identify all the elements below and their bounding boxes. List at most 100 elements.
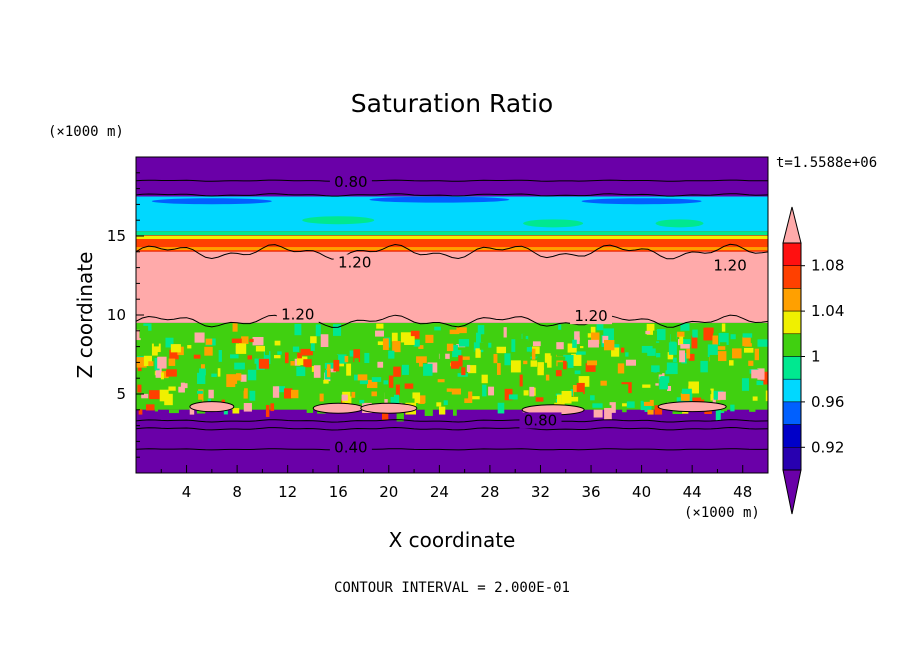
contour-1.20-lower xyxy=(136,314,768,328)
mixing-cell xyxy=(375,330,384,337)
mixing-cell xyxy=(587,326,596,338)
mixing-cell xyxy=(476,332,481,344)
cloud-cyan-6 xyxy=(735,210,768,225)
mixing-cell xyxy=(270,403,275,412)
mixing-cell xyxy=(438,406,446,415)
mixing-cell xyxy=(728,360,734,366)
mixing-cell xyxy=(593,409,603,418)
colorbar-swatch xyxy=(782,310,802,335)
mixing-cell xyxy=(290,389,299,399)
mixing-cell xyxy=(458,339,470,347)
mixing-cell xyxy=(642,384,651,388)
mixing-cell xyxy=(538,329,549,335)
mixing-cell xyxy=(341,394,348,401)
mixing-cell xyxy=(344,355,349,363)
mixing-cell xyxy=(230,354,239,359)
mixing-cell xyxy=(621,326,627,331)
mixing-cell xyxy=(331,354,339,361)
mixing-cell xyxy=(208,389,214,399)
mixing-cell xyxy=(456,327,467,334)
mixing-cell xyxy=(211,373,217,377)
mixing-cell xyxy=(705,327,714,334)
mixing-cell xyxy=(643,392,650,402)
mixing-cell xyxy=(742,333,753,338)
mixing-cell xyxy=(523,390,529,396)
mixing-cell xyxy=(400,332,411,343)
mixing-cell xyxy=(602,335,609,344)
mixing-cell xyxy=(688,353,695,361)
mixing-cell xyxy=(333,324,342,336)
mixing-cell xyxy=(531,346,540,354)
mixing-cell xyxy=(741,378,749,391)
mixing-cell xyxy=(477,325,485,335)
strip-orange xyxy=(136,247,768,251)
chart-title: Saturation Ratio xyxy=(351,89,553,118)
contour-label-bg xyxy=(329,439,372,456)
mixing-cell xyxy=(253,363,257,375)
contour-label: 1.20 xyxy=(574,307,607,325)
mixing-cell xyxy=(688,381,699,394)
mixing-cell xyxy=(157,352,165,357)
mixing-cell xyxy=(440,371,449,382)
mixing-cell xyxy=(472,381,482,390)
mixing-cell xyxy=(625,352,629,357)
mixing-cell xyxy=(235,383,245,391)
mixing-cell xyxy=(137,384,142,393)
mixing-cell xyxy=(236,373,242,381)
mixing-cell xyxy=(468,365,477,374)
mixing-cell xyxy=(235,343,247,354)
mixing-cell xyxy=(647,409,654,415)
mixing-cell xyxy=(449,329,460,335)
mixing-cell xyxy=(136,329,141,341)
mixing-cell xyxy=(692,329,698,338)
mixing-cell xyxy=(332,394,342,407)
x-unit-label: (×1000 m) xyxy=(684,505,760,521)
mixing-cell xyxy=(496,346,507,354)
field-band-1 xyxy=(136,180,768,197)
x-tick-label: 24 xyxy=(430,483,449,501)
mixing-cell xyxy=(232,408,240,414)
colorbar-bottom-arrow xyxy=(782,469,802,515)
mixing-cell xyxy=(258,358,270,369)
mixing-cell xyxy=(215,396,223,404)
mixing-cell xyxy=(434,326,441,331)
mixing-cell xyxy=(446,343,454,352)
mixing-cell xyxy=(572,339,577,348)
mixing-cell xyxy=(612,386,619,393)
mixing-cell xyxy=(399,326,411,338)
contour-label: 1.20 xyxy=(338,253,371,271)
cloud-blue-1 xyxy=(369,196,510,203)
contour-labels: 0.80 1.20 1.20 1.20 1.20 0.80 0.40 xyxy=(276,173,752,456)
mixing-cell xyxy=(283,388,293,399)
mixing-cell xyxy=(148,390,160,400)
colorbar-swatch xyxy=(782,356,802,380)
mixing-cell xyxy=(622,406,627,413)
mixing-cell xyxy=(388,375,394,388)
mixing-cell xyxy=(184,377,193,384)
mixing-cell xyxy=(588,339,599,348)
mixing-cell xyxy=(354,358,359,368)
mixing-cell xyxy=(464,391,473,404)
mixing-cell xyxy=(745,401,752,407)
mixing-cell xyxy=(290,361,295,366)
mixing-cell xyxy=(463,387,469,399)
contour-0.80-upper xyxy=(136,179,768,182)
contour-0.60 xyxy=(136,426,768,431)
mixing-cell xyxy=(320,334,329,348)
mixing-cell xyxy=(165,337,174,348)
mixing-cell xyxy=(378,391,385,403)
mixing-cell xyxy=(735,326,740,333)
mixing-cell xyxy=(654,405,663,415)
mixing-cell xyxy=(326,368,336,375)
mixing-cell xyxy=(556,394,562,404)
mixing-cell xyxy=(571,370,575,378)
x-tick-label: 40 xyxy=(632,483,651,501)
mixing-cell xyxy=(393,394,400,406)
mixing-cell xyxy=(576,382,585,395)
mixing-cell xyxy=(631,367,641,372)
mixing-cell xyxy=(609,344,620,348)
x-tick-label: 36 xyxy=(581,483,600,501)
mixing-cell xyxy=(452,409,457,416)
y-tick-label: 5 xyxy=(116,385,126,403)
cloud-cyan-0 xyxy=(136,204,196,221)
